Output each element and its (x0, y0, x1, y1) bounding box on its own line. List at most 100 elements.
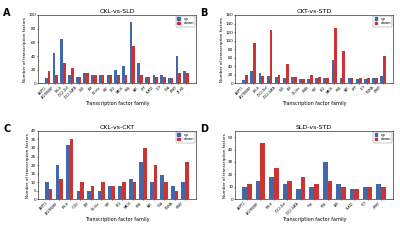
Bar (296, 189, 301, 199)
Bar (140, 75, 143, 84)
Bar (114, 70, 117, 84)
Bar (145, 77, 148, 84)
Bar (381, 187, 386, 199)
Bar (108, 186, 112, 199)
Bar (310, 187, 314, 199)
Y-axis label: Number of transcription factors: Number of transcription factors (26, 133, 30, 198)
Bar (260, 143, 265, 199)
Text: C: C (3, 124, 10, 134)
Bar (59, 179, 63, 199)
Bar (326, 78, 329, 84)
Bar (45, 182, 49, 199)
Bar (250, 71, 253, 84)
Title: SLD-vs-STD: SLD-vs-STD (296, 125, 332, 130)
Bar (368, 187, 372, 199)
Bar (133, 182, 136, 199)
Bar (174, 191, 178, 199)
Bar (160, 75, 163, 84)
Bar (283, 78, 286, 84)
Legend: up, down: up, down (176, 16, 195, 27)
Bar (78, 77, 81, 84)
Bar (53, 53, 56, 84)
Bar (152, 75, 155, 84)
Bar (372, 78, 375, 84)
Bar (87, 191, 91, 199)
Bar (291, 77, 294, 84)
Bar (137, 63, 140, 84)
Bar (164, 182, 168, 199)
Bar (323, 162, 328, 199)
Bar (275, 77, 278, 84)
Bar (245, 75, 248, 84)
Title: CKL-vs-CKT: CKL-vs-CKT (99, 125, 134, 130)
Bar (171, 186, 174, 199)
Bar (314, 184, 319, 199)
Bar (315, 78, 318, 84)
Legend: up, down: up, down (176, 132, 195, 142)
Bar (154, 165, 157, 199)
Y-axis label: Number of transcription factors: Number of transcription factors (223, 133, 227, 198)
X-axis label: Transcription factor family: Transcription factor family (85, 101, 149, 106)
Bar (118, 186, 122, 199)
Bar (341, 187, 346, 199)
Bar (186, 73, 189, 84)
Bar (76, 191, 80, 199)
Bar (287, 181, 292, 199)
Bar (129, 179, 133, 199)
Bar (364, 79, 367, 84)
Bar (247, 184, 252, 199)
Bar (99, 75, 102, 84)
Y-axis label: Number of transcription factors: Number of transcription factors (220, 17, 224, 82)
Bar (354, 189, 359, 199)
Bar (70, 139, 74, 199)
Bar (176, 56, 178, 84)
Bar (310, 75, 313, 84)
Bar (270, 30, 272, 84)
Legend: up, down: up, down (374, 132, 392, 142)
Bar (269, 177, 274, 199)
Bar (84, 73, 86, 84)
Bar (302, 79, 305, 84)
Bar (102, 75, 104, 84)
Bar (163, 77, 166, 84)
Legend: up, down: up, down (374, 16, 392, 27)
Bar (106, 75, 109, 84)
Bar (91, 75, 94, 84)
Bar (56, 75, 58, 84)
Bar (68, 75, 71, 84)
Bar (375, 78, 378, 84)
Bar (256, 181, 260, 199)
Bar (299, 79, 302, 84)
Bar (328, 181, 332, 199)
Bar (117, 75, 120, 84)
Bar (155, 77, 158, 84)
Bar (109, 75, 112, 84)
Bar (282, 184, 287, 199)
Bar (332, 60, 334, 84)
Bar (168, 78, 171, 84)
Bar (324, 78, 326, 84)
Bar (45, 78, 48, 84)
Text: D: D (200, 124, 208, 134)
Bar (122, 66, 124, 84)
Bar (183, 71, 186, 84)
Bar (348, 78, 351, 84)
Bar (359, 78, 362, 84)
Bar (98, 191, 101, 199)
Bar (66, 144, 70, 199)
Bar (318, 77, 321, 84)
Bar (160, 175, 164, 199)
Bar (101, 182, 105, 199)
Bar (80, 182, 84, 199)
Bar (86, 73, 89, 84)
Bar (150, 182, 154, 199)
Bar (258, 73, 262, 84)
Bar (262, 76, 264, 84)
Bar (178, 73, 181, 84)
Bar (122, 182, 126, 199)
Bar (49, 189, 52, 199)
Bar (181, 182, 185, 199)
Bar (56, 165, 59, 199)
Bar (342, 51, 345, 84)
Bar (71, 68, 74, 84)
